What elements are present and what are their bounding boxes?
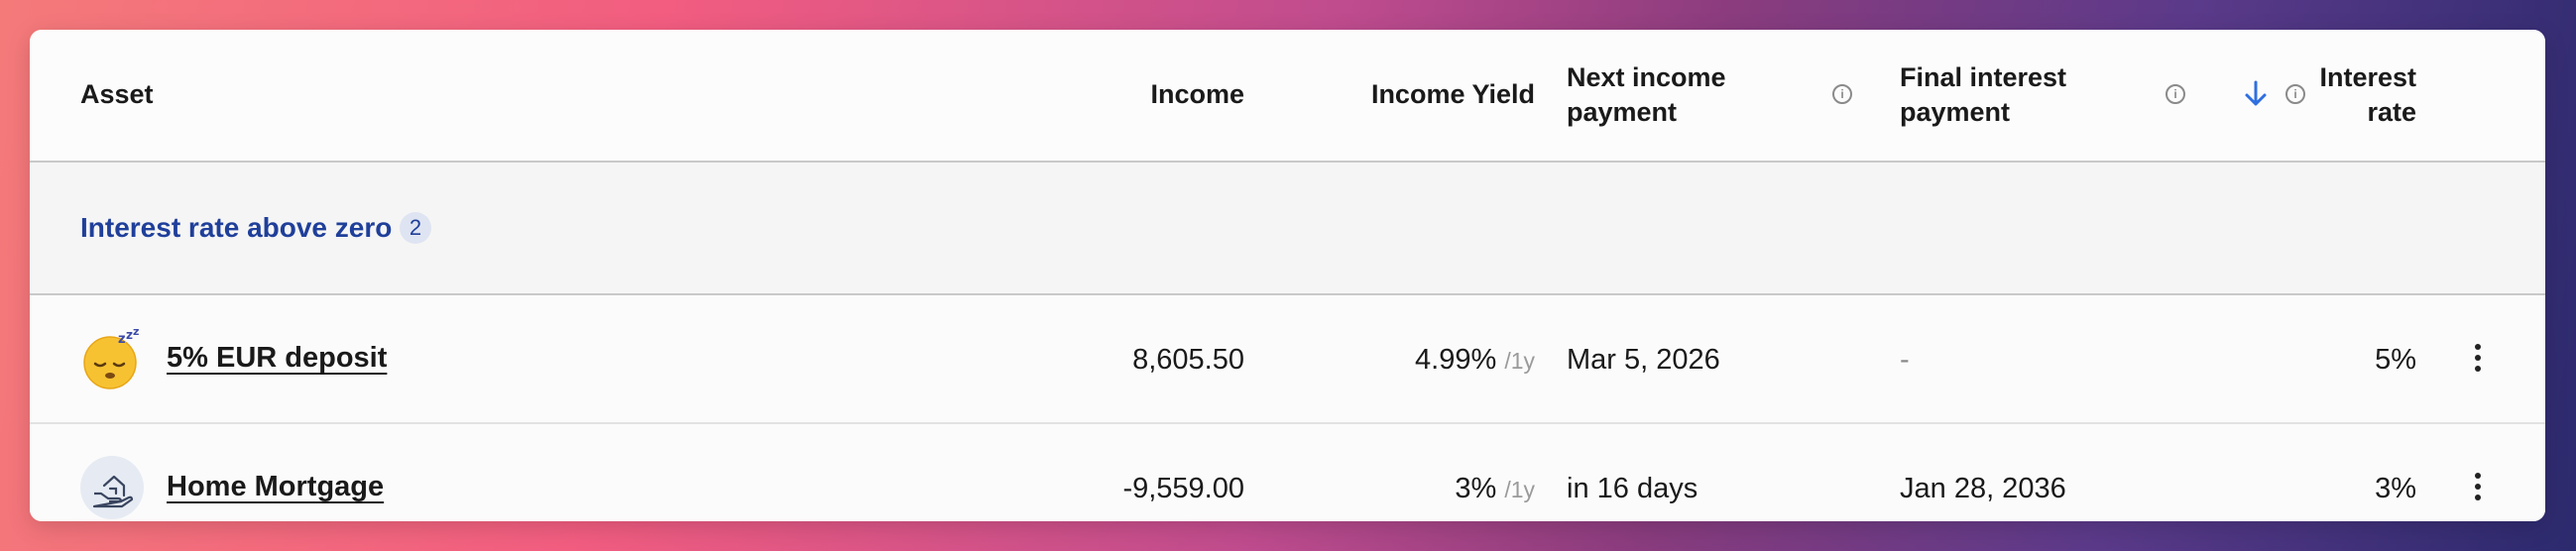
column-header-final-interest-line1: Final interest: [1900, 62, 2067, 92]
column-header-final-interest-line2: payment: [1900, 97, 2011, 127]
asset-link[interactable]: Home Mortgage: [167, 471, 385, 502]
group-count-badge: 2: [400, 212, 431, 244]
income-yield-cell: 4.99% /1y: [1269, 341, 1535, 380]
interest-rate-value: 3%: [2375, 473, 2416, 504]
income-yield-value: 4.99%: [1415, 344, 1497, 376]
svg-text:z: z: [126, 328, 133, 342]
next-income-value: Mar 5, 2026: [1567, 344, 1720, 376]
sleepy-face-emoji-icon: z z z: [80, 325, 144, 390]
table-row[interactable]: Home Mortgage -9,559.00 3% /1y in 16 day…: [30, 424, 2545, 521]
column-header-final-interest[interactable]: Final interest payment: [1900, 60, 2066, 130]
column-header-interest-rate-line2: rate: [2367, 97, 2416, 127]
income-yield-cell: 3% /1y: [1269, 470, 1535, 508]
info-icon[interactable]: i: [1832, 84, 1852, 104]
column-header-next-income-line2: payment: [1567, 97, 1678, 127]
income-yield-period: /1y: [1504, 348, 1535, 374]
column-header-asset[interactable]: Asset: [80, 79, 154, 109]
next-income-value: in 16 days: [1567, 473, 1698, 504]
more-options-icon[interactable]: [2468, 470, 2488, 505]
table-header: Asset Income Income Yield Next income pa…: [30, 30, 2545, 163]
info-icon[interactable]: i: [2285, 84, 2305, 104]
table-row[interactable]: z z z 5% EUR deposit 8,605.50 4.99% /1y …: [30, 295, 2545, 424]
more-options-icon[interactable]: [2468, 341, 2488, 377]
svg-text:z: z: [133, 327, 139, 338]
column-header-next-income-line1: Next income: [1567, 62, 1726, 92]
svg-text:z: z: [118, 332, 126, 347]
asset-link[interactable]: 5% EUR deposit: [167, 342, 388, 374]
sort-descending-arrow-icon[interactable]: [2243, 79, 2269, 109]
holdings-table-card: Asset Income Income Yield Next income pa…: [30, 30, 2545, 521]
column-header-interest-rate-line1: Interest: [2319, 62, 2416, 92]
column-header-income-yield[interactable]: Income Yield: [1370, 79, 1535, 109]
column-header-interest-rate[interactable]: Interest rate: [2310, 60, 2416, 130]
final-interest-value: Jan 28, 2036: [1900, 473, 2066, 504]
interest-rate-value: 5%: [2375, 344, 2416, 376]
income-value: 8,605.50: [1132, 344, 1244, 376]
group-row[interactable]: Interest rate above zero 2: [30, 163, 2545, 295]
final-interest-value: -: [1900, 344, 1910, 376]
group-title[interactable]: Interest rate above zero: [80, 212, 393, 243]
income-yield-period: /1y: [1504, 477, 1535, 502]
column-header-income[interactable]: Income: [1150, 79, 1244, 109]
home-mortgage-icon: [80, 456, 144, 519]
income-value: -9,559.00: [1122, 473, 1244, 504]
column-header-next-income[interactable]: Next income payment: [1567, 60, 1726, 130]
income-yield-value: 3%: [1455, 473, 1497, 504]
info-icon[interactable]: i: [2166, 84, 2185, 104]
